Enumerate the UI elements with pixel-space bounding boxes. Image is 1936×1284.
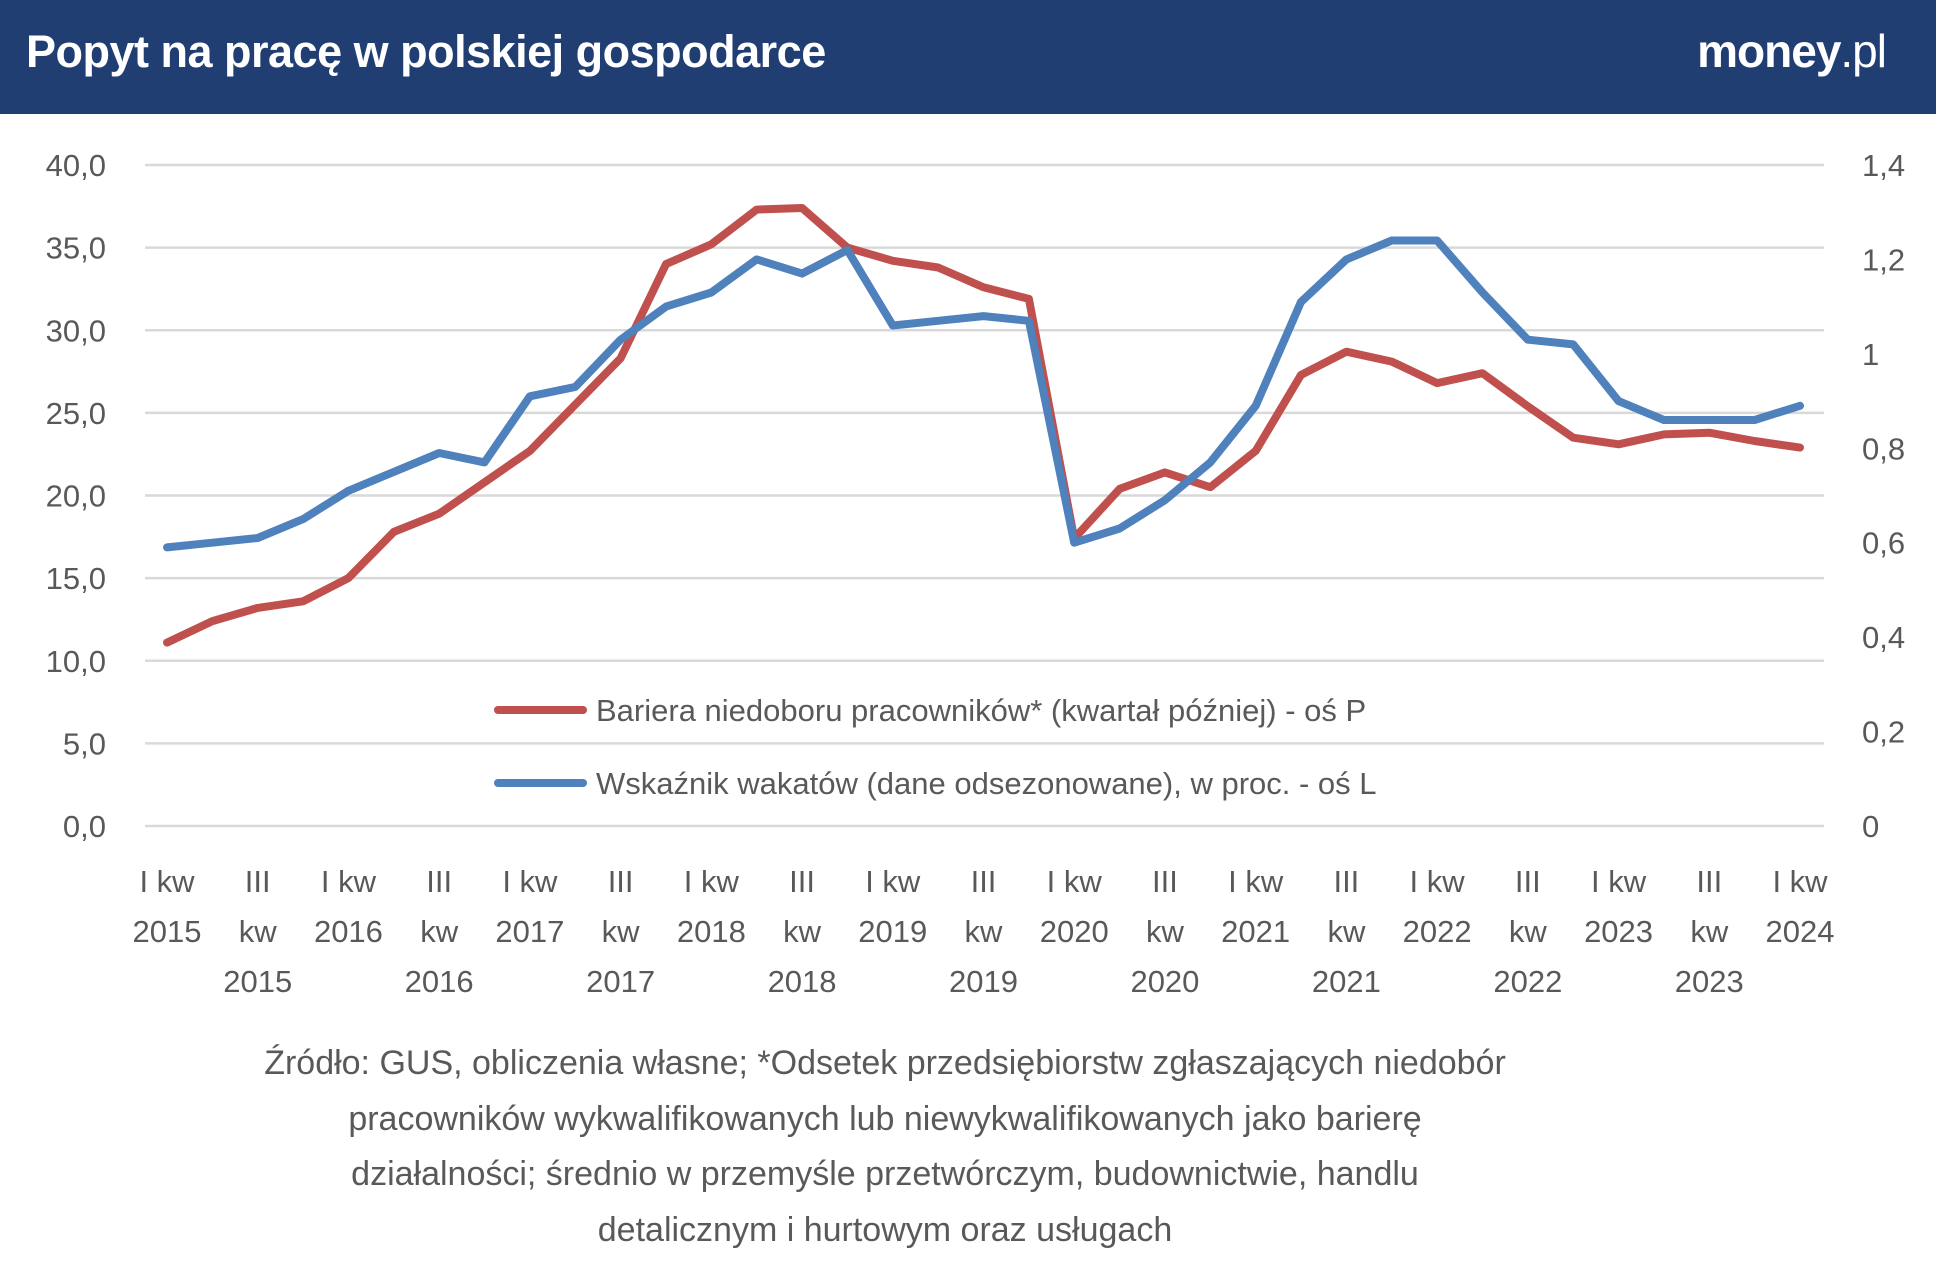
x-axis-tick-label: 2019 [858,914,927,949]
x-axis-tick-label: I kw [321,864,377,899]
x-axis-tick-label: kw [239,914,278,949]
x-axis-tick-label: I kw [1772,864,1828,899]
x-axis-tick-label: III [971,864,997,899]
x-axis-tick-label: 2015 [223,964,292,999]
x-axis-tick-label: 2022 [1403,914,1472,949]
x-axis-tick-label: III [1152,864,1178,899]
footnote-line: detalicznym i hurtowym oraz usługach [597,1210,1173,1249]
footnote-line: Źródło: GUS, obliczenia własne; *Odsetek… [264,1044,1506,1082]
x-axis-tick-label: 2017 [495,914,564,949]
left-axis-tick-label: 10,0 [46,644,106,679]
x-axis-tick-label: 2022 [1493,964,1562,999]
x-axis-tick-label: 2021 [1221,914,1290,949]
right-axis-tick-label: 1,4 [1862,148,1905,183]
right-axis-tick-label: 1,2 [1862,242,1905,277]
x-axis-tick-label: I kw [684,864,740,899]
x-axis-tick-label: 2017 [586,964,655,999]
x-axis-tick-label: III [1696,864,1722,899]
page-title: Popyt na pracę w polskiej gospodarce [26,26,826,77]
x-axis-tick-label: 2024 [1766,914,1835,949]
logo-suffix: .pl [1840,25,1887,77]
x-axis-tick-label: 2023 [1584,914,1653,949]
right-axis-tick-label: 0,6 [1862,526,1905,561]
left-axis-tick-label: 30,0 [46,313,106,348]
right-axis-tick-label: 1 [1862,337,1879,372]
right-axis-tick-label: 0,2 [1862,715,1905,750]
right-axis-tick-label: 0,8 [1862,431,1905,466]
x-axis-tick-label: 2016 [405,964,474,999]
x-axis-tick-label: III [1333,864,1359,899]
money-pl-logo: money.pl [1697,24,1887,78]
x-axis-tick-label: 2021 [1312,964,1381,999]
x-axis-tick-label: I kw [1047,864,1103,899]
x-axis-tick-label: III [1515,864,1541,899]
right-axis-tick-label: 0 [1862,809,1879,844]
left-axis-tick-label: 25,0 [46,396,106,431]
x-axis-tick-label: III [426,864,452,899]
x-axis-tick-label: 2018 [677,914,746,949]
x-axis-tick-label: 2020 [1130,964,1199,999]
footnote: Źródło: GUS, obliczenia własne; *Odsetek… [0,1036,1770,1258]
x-axis-tick-label: kw [420,914,459,949]
x-axis-tick-label: I kw [865,864,921,899]
logo-main: money [1697,25,1841,77]
left-axis-tick-label: 5,0 [63,726,106,761]
right-axis-tick-label: 0,4 [1862,620,1905,655]
x-axis-tick-label: kw [783,914,822,949]
x-axis-tick-label: kw [1509,914,1548,949]
x-axis-tick-label: 2016 [314,914,383,949]
x-axis-tick-label: kw [1327,914,1366,949]
x-axis-tick-label: kw [1146,914,1185,949]
x-axis-tick-label: I kw [1410,864,1466,899]
legend-label: Bariera niedoboru pracowników* (kwartał … [596,693,1366,728]
legend-label: Wskaźnik wakatów (dane odsezonowane), w … [596,766,1377,801]
left-axis-tick-label: 35,0 [46,231,106,266]
left-axis-tick-label: 40,0 [46,148,106,183]
x-axis-tick-label: 2023 [1675,964,1744,999]
x-axis-tick-label: kw [965,914,1004,949]
x-axis-tick-label: I kw [1591,864,1647,899]
x-axis-tick-label: kw [1690,914,1729,949]
x-axis-tick-label: I kw [502,864,558,899]
x-axis-tick-label: III [608,864,634,899]
left-axis-tick-label: 20,0 [46,479,106,514]
left-axis-tick-label: 15,0 [46,561,106,596]
x-axis-tick-label: 2020 [1040,914,1109,949]
x-axis-tick-label: kw [602,914,641,949]
x-axis-tick-label: I kw [1228,864,1284,899]
x-axis-tick-label: 2015 [133,914,202,949]
x-axis-tick-label: 2018 [768,964,837,999]
footnote-line: pracowników wykwalifikowanych lub niewyk… [348,1099,1422,1138]
footnote-line: działalności; średnio w przemyśle przetw… [351,1155,1419,1193]
header-bar: Popyt na pracę w polskiej gospodarce mon… [0,0,1936,114]
x-axis-tick-label: III [789,864,815,899]
left-axis-tick-label: 0,0 [63,809,106,844]
x-axis-tick-label: I kw [139,864,195,899]
x-axis-tick-label: 2019 [949,964,1018,999]
x-axis-tick-label: III [245,864,271,899]
